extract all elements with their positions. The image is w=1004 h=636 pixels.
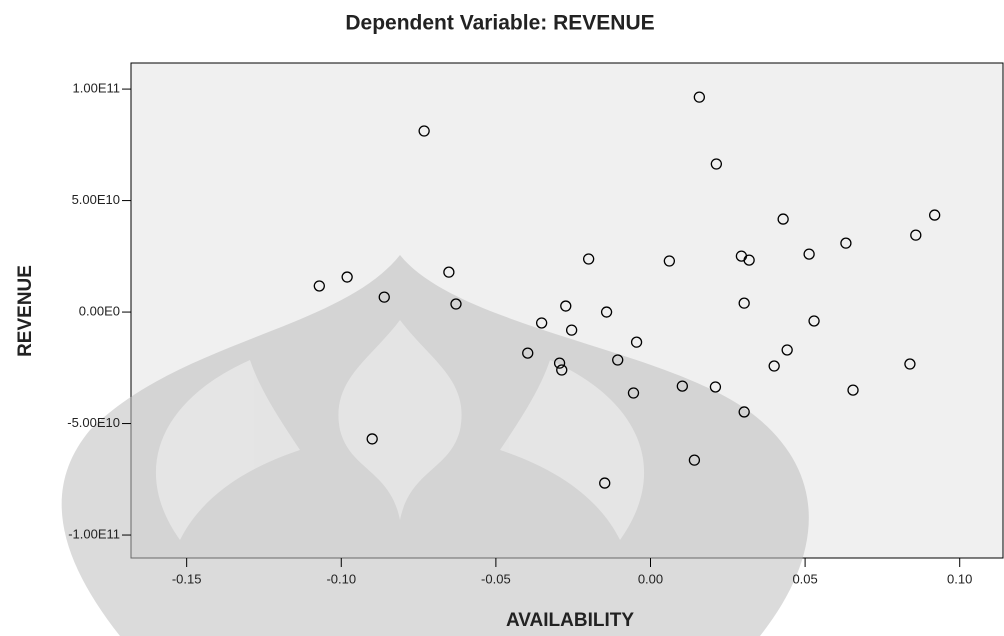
x-tick-label: 0.10 [947, 571, 972, 586]
chart: Dependent Variable: REVENUE AVAILABILITY… [0, 0, 1004, 636]
y-axis-title: REVENUE [15, 265, 36, 357]
x-tick-label: 0.05 [792, 571, 817, 586]
chart-title: Dependent Variable: REVENUE [345, 12, 654, 35]
y-tick-label: -1.00E11 [68, 526, 120, 541]
x-tick-label: -0.05 [481, 571, 511, 586]
x-tick-label: -0.15 [172, 571, 202, 586]
x-axis-title: AVAILABILITY [506, 610, 634, 631]
y-tick-label: 1.00E11 [73, 81, 120, 96]
y-tick-label: 0.00E0 [79, 303, 120, 318]
page: {"chart_data": {"type": "scatter", "titl… [0, 0, 1004, 636]
x-tick-label: 0.00 [638, 571, 663, 586]
y-tick-label: -5.00E10 [67, 415, 120, 430]
x-tick-label: -0.10 [326, 571, 356, 586]
y-tick-label: 5.00E10 [72, 192, 120, 207]
